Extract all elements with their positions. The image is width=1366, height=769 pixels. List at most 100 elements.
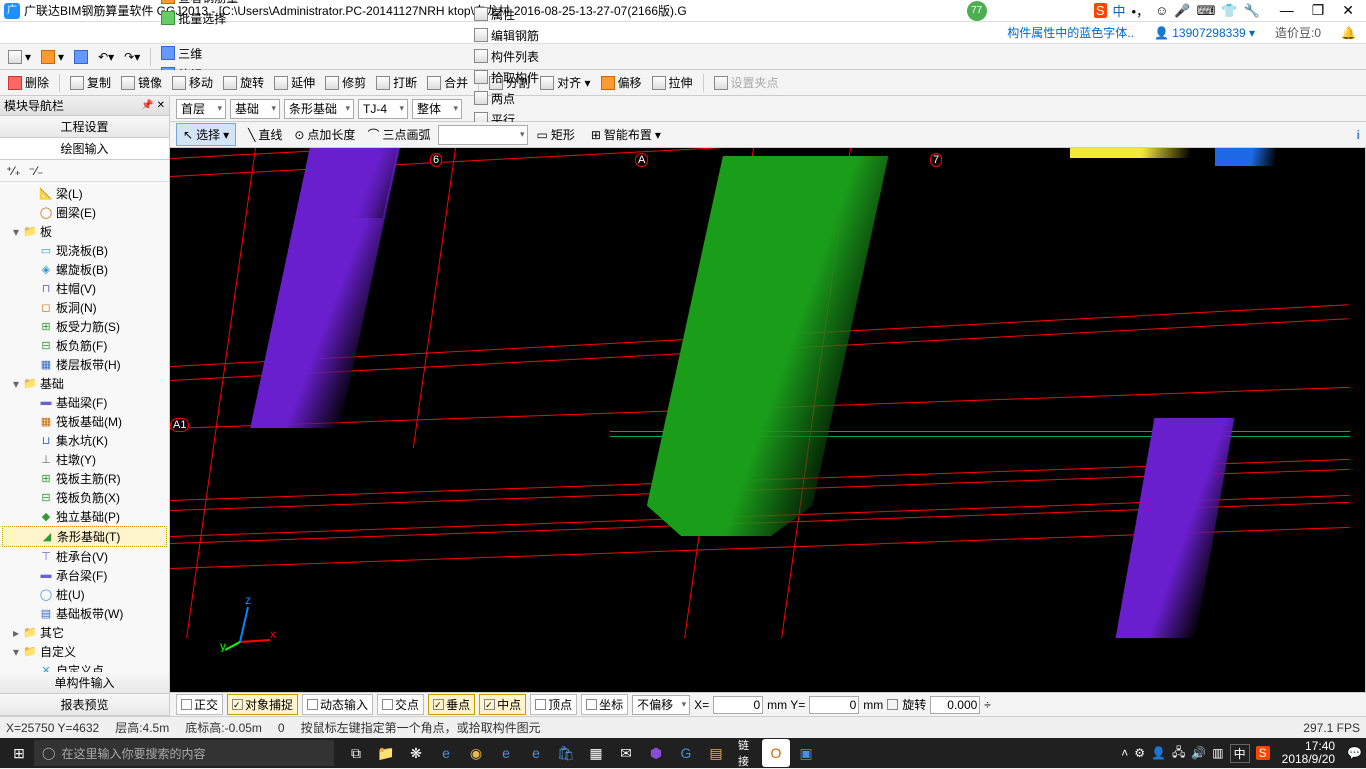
sogou-ime-icon[interactable]: S (1094, 3, 1107, 18)
snap-动态输入[interactable]: 动态输入 (302, 694, 373, 715)
tray-up-icon[interactable]: ˄ (1121, 746, 1128, 760)
tree-item-集水坑(K)[interactable]: ⊔集水坑(K) (2, 431, 167, 450)
tb1-查看钢筋量[interactable]: 查看钢筋量 (157, 0, 242, 8)
tree-item-桩承台(V)[interactable]: ⊤桩承台(V) (2, 547, 167, 566)
new-file-button[interactable]: ▾ (4, 48, 35, 66)
app-icon-1[interactable]: ❋ (402, 739, 430, 767)
y-input[interactable] (809, 696, 859, 714)
tree-item-其它[interactable]: ▸📁其它 (2, 623, 167, 642)
tree-item-梁(L)[interactable]: 📐梁(L) (2, 184, 167, 203)
tree-item-板负筋(F)[interactable]: ⊟板负筋(F) (2, 336, 167, 355)
tb2-移动[interactable]: 移动 (168, 72, 217, 93)
minimize-button[interactable]: — (1280, 2, 1294, 19)
tree-item-基础板带(W)[interactable]: ▤基础板带(W) (2, 604, 167, 623)
app-icon-o[interactable]: O (762, 739, 790, 767)
type-dropdown[interactable]: 条形基础 (284, 99, 354, 119)
smart-layout-tool[interactable]: ⊞ 智能布置 ▾ (587, 124, 665, 145)
tb2-删除[interactable]: 删除 (4, 72, 53, 93)
bell-icon[interactable]: 🔔 (1341, 26, 1356, 40)
tb2-镜像[interactable]: 镜像 (117, 72, 166, 93)
tb2-合并[interactable]: 合并 (423, 72, 472, 93)
taskbar-link-label[interactable]: 链接 (732, 739, 760, 767)
ctx-拾取构件[interactable]: 拾取构件 (470, 67, 552, 88)
arc-dropdown[interactable] (438, 125, 528, 145)
tab-report-preview[interactable]: 报表预览 (0, 694, 169, 716)
tb2-修剪[interactable]: 修剪 (321, 72, 370, 93)
app-icon-2[interactable]: ◉ (462, 739, 490, 767)
maximize-button[interactable]: ❐ (1312, 2, 1325, 19)
tree-item-基础[interactable]: ▾📁基础 (2, 374, 167, 393)
tree-item-独立基础(P)[interactable]: ◆独立基础(P) (2, 507, 167, 526)
tree-item-基础梁(F)[interactable]: ▬基础梁(F) (2, 393, 167, 412)
tab-single-input[interactable]: 单构件输入 (0, 672, 169, 694)
viewport-3d[interactable]: x z y 6A7A1 (170, 148, 1366, 692)
tb2-延伸[interactable]: 延伸 (270, 72, 319, 93)
action-center-icon[interactable]: 💬 (1347, 746, 1362, 760)
tree-item-圈梁(E)[interactable]: ◯圈梁(E) (2, 203, 167, 222)
ie-icon[interactable]: e (522, 739, 550, 767)
tree-item-条形基础(T)[interactable]: ◢条形基础(T) (2, 526, 167, 547)
snap-顶点[interactable]: 顶点 (530, 694, 577, 715)
axis-gizmo[interactable]: x z y (220, 592, 280, 652)
clock[interactable]: 17:402018/9/20 (1276, 740, 1341, 766)
snap-对象捕捉[interactable]: 对象捕捉 (227, 694, 298, 715)
redo-button[interactable]: ↷▾ (120, 48, 144, 66)
tree-item-柱墩(Y)[interactable]: ⊥柱墩(Y) (2, 450, 167, 469)
x-input[interactable] (713, 696, 763, 714)
app-icon-g[interactable]: G (672, 739, 700, 767)
expand-all-icon[interactable]: ⁺⁄₊ (6, 164, 21, 178)
offset-dropdown[interactable]: 不偏移 (632, 695, 690, 715)
tree-item-自定义点[interactable]: ✕自定义点 (2, 661, 167, 672)
ime-emoji-icon[interactable]: ☺ (1155, 3, 1168, 18)
point-length-tool[interactable]: ⊙ 点加长度 (290, 124, 359, 145)
tree-item-自定义[interactable]: ▾📁自定义 (2, 642, 167, 661)
tray-icon-1[interactable]: ⚙ (1134, 746, 1145, 760)
ctx-两点[interactable]: 两点 (470, 88, 552, 109)
tree-item-螺旋板(B)[interactable]: ◈螺旋板(B) (2, 260, 167, 279)
component-dropdown[interactable]: TJ-4 (358, 99, 408, 119)
update-badge[interactable]: 77 (967, 1, 987, 21)
tree-item-筏板负筋(X)[interactable]: ⊟筏板负筋(X) (2, 488, 167, 507)
tb1-批量选择[interactable]: 批量选择 (157, 8, 242, 29)
notice-link[interactable]: 构件属性中的蓝色字体.. (1007, 24, 1134, 41)
ime-punct-icon[interactable]: •， (1132, 1, 1150, 20)
ime-tool-icon[interactable]: 🔧 (1244, 3, 1260, 19)
tray-ime-lang[interactable]: 中 (1230, 744, 1250, 763)
category-dropdown[interactable]: 基础 (230, 99, 280, 119)
start-button[interactable]: ⊞ (4, 738, 34, 768)
tree-item-桩(U)[interactable]: ◯桩(U) (2, 585, 167, 604)
store-icon[interactable]: 🛍 (552, 739, 580, 767)
undo-button[interactable]: ↶▾ (94, 48, 118, 66)
line-tool[interactable]: ╲ 直线 (244, 124, 286, 145)
ime-keyboard-icon[interactable]: ⌨ (1197, 3, 1216, 19)
tray-icon-2[interactable]: ▥ (1212, 746, 1223, 760)
tree-item-筏板主筋(R)[interactable]: ⊞筏板主筋(R) (2, 469, 167, 488)
arc3-tool[interactable]: ⌒ 三点画弧 (363, 124, 434, 145)
tray-volume-icon[interactable]: 🔊 (1191, 746, 1206, 760)
taskview-icon[interactable]: ⧉ (342, 739, 370, 767)
tray-network-icon[interactable]: 🖧 (1172, 743, 1185, 764)
open-file-button[interactable]: ▾ (37, 48, 68, 66)
floor-dropdown[interactable]: 首层 (176, 99, 226, 119)
tray-people-icon[interactable]: 👤 (1151, 746, 1166, 760)
tb2-打断[interactable]: 打断 (372, 72, 421, 93)
snap-垂点[interactable]: 垂点 (428, 694, 475, 715)
snap-坐标[interactable]: 坐标 (581, 694, 628, 715)
tb2-设置夹点[interactable]: 设置夹点 (710, 72, 783, 93)
help-icon[interactable]: i (1357, 128, 1360, 142)
tree-item-板受力筋(S)[interactable]: ⊞板受力筋(S) (2, 317, 167, 336)
rect-tool[interactable]: ▭ 矩形 (532, 124, 578, 145)
snap-交点[interactable]: 交点 (377, 694, 424, 715)
snap-中点[interactable]: 中点 (479, 694, 526, 715)
tree-item-现浇板(B)[interactable]: ▭现浇板(B) (2, 241, 167, 260)
tree-item-板洞(N)[interactable]: ◻板洞(N) (2, 298, 167, 317)
save-button[interactable] (70, 48, 92, 66)
tree-item-楼层板带(H)[interactable]: ▦楼层板带(H) (2, 355, 167, 374)
app-icon-3[interactable]: ▦ (582, 739, 610, 767)
ime-lang-icon[interactable]: 中 (1113, 1, 1126, 20)
tray-sogou-icon[interactable]: S (1256, 746, 1270, 760)
select-tool[interactable]: ↖ 选择 ▾ (176, 123, 236, 146)
tree-item-承台梁(F)[interactable]: ▬承台梁(F) (2, 566, 167, 585)
tb2-旋转[interactable]: 旋转 (219, 72, 268, 93)
component-tree[interactable]: 📐梁(L)◯圈梁(E)▾📁板▭现浇板(B)◈螺旋板(B)⊓柱帽(V)◻板洞(N)… (0, 182, 169, 672)
